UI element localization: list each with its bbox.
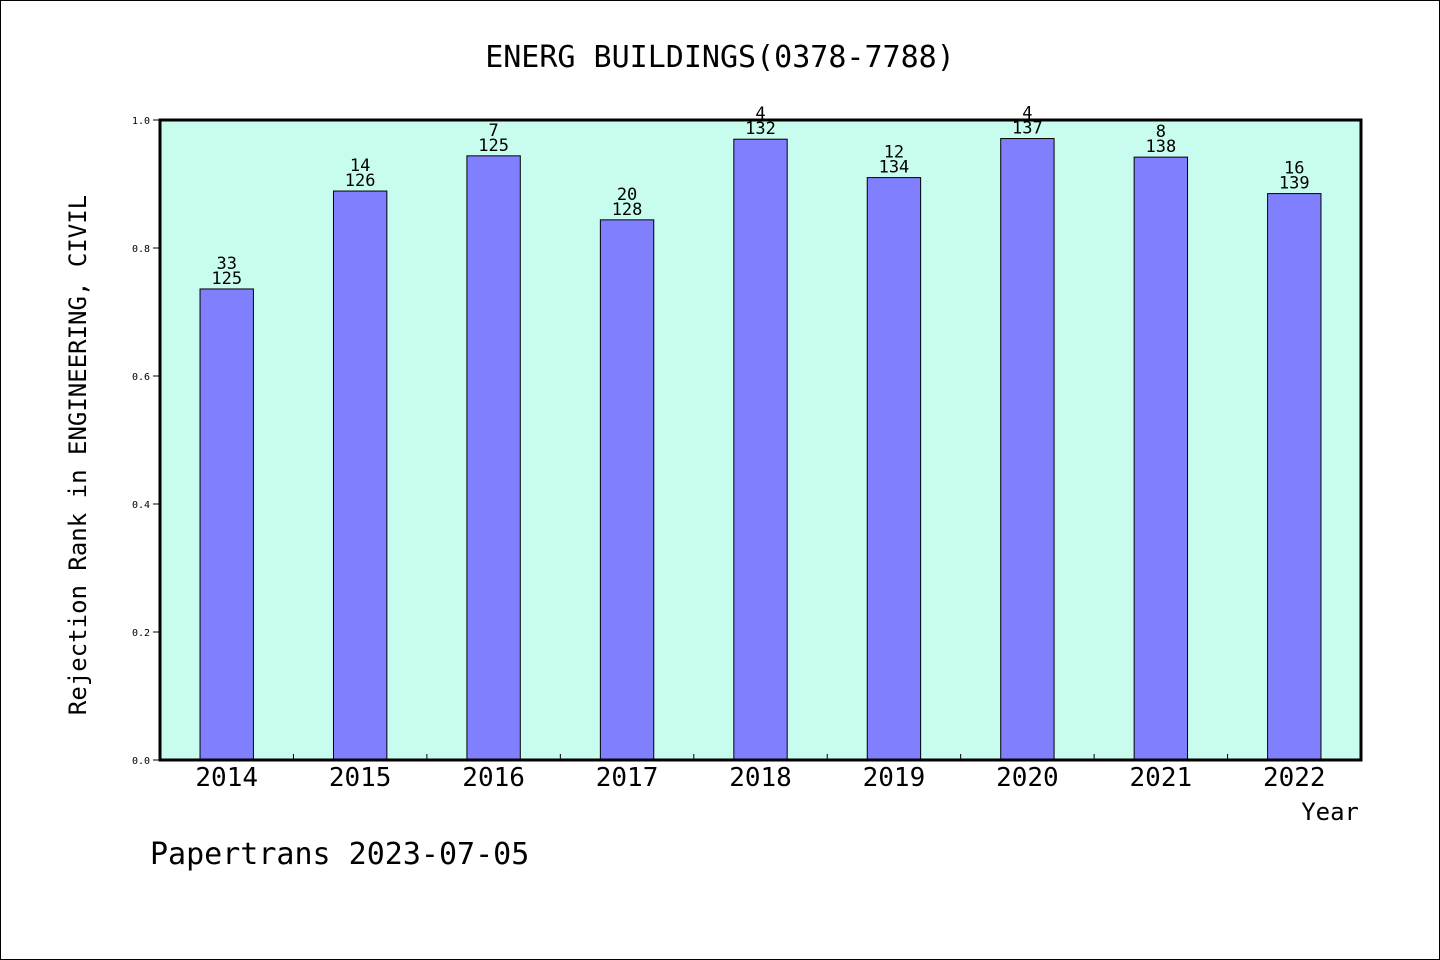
- x-tick-label: 2015: [329, 763, 392, 793]
- x-tick-label: 2020: [996, 763, 1059, 793]
- bar-label-total: 138: [1145, 137, 1176, 157]
- y-tick-label: 0.4: [132, 500, 150, 511]
- bar-label-rank: 4: [1022, 104, 1032, 124]
- x-tick-label: 2018: [729, 763, 792, 793]
- bar-2021: [1133, 156, 1189, 761]
- x-axis-ticks: 2014 2015 2016 2017 2018 2019 2020 2021 2022: [195, 754, 1326, 793]
- footer-credit: Papertrans 2023-07-05: [150, 837, 529, 872]
- bar-2019: [866, 177, 922, 761]
- x-tick-label: 2019: [863, 763, 926, 793]
- x-tick-label: 2014: [195, 763, 258, 793]
- bar-2017: [599, 219, 655, 761]
- x-tick-label: 2021: [1130, 763, 1193, 793]
- bar-label-rank: 16: [1284, 159, 1304, 179]
- bar-label-rank: 7: [488, 121, 498, 141]
- bar-2018: [733, 138, 788, 761]
- x-tick-label: 2022: [1263, 763, 1326, 793]
- y-tick-label: 1.0: [132, 116, 150, 127]
- bar-label-total: 134: [879, 158, 910, 178]
- bar-label-total: 139: [1279, 174, 1310, 194]
- bar-label-rank: 14: [350, 156, 370, 176]
- bar-label-rank: 20: [617, 185, 637, 205]
- bars-group: [199, 138, 1322, 761]
- bar-2016: [466, 155, 521, 761]
- x-axis-label: Year: [1301, 798, 1359, 826]
- x-tick-label: 2016: [462, 763, 525, 793]
- y-tick-label: 0.2: [132, 628, 150, 639]
- plot-border: [158, 118, 1363, 762]
- bar-2022: [1267, 193, 1322, 761]
- bar-label-total: 132: [745, 119, 776, 139]
- bar-label-rank: 33: [216, 254, 236, 274]
- bar-2020: [1000, 138, 1055, 761]
- y-tick-label: 0.6: [132, 372, 150, 383]
- bar-label-total: 125: [478, 136, 509, 156]
- y-tick-label: 0.0: [132, 756, 150, 767]
- x-tick-label: 2017: [596, 763, 659, 793]
- bar-label-total: 126: [345, 171, 376, 191]
- y-axis-label: Rejection Rank in ENGINEERING, CIVIL: [64, 195, 92, 715]
- y-tick-label: 0.8: [132, 244, 150, 255]
- bar-label-total: 125: [211, 269, 242, 289]
- bar-label-rank: 4: [755, 104, 765, 124]
- bar-label-rank: 8: [1156, 122, 1166, 142]
- bar-2014: [199, 288, 254, 761]
- bar-label-total: 128: [612, 200, 643, 220]
- y-axis-ticks: 0.0 0.2 0.4 0.6 0.8 1.0: [132, 116, 160, 767]
- bar-label-total: 137: [1012, 119, 1043, 139]
- bar-2015: [332, 190, 388, 761]
- bar-label-rank: 12: [884, 143, 904, 163]
- chart-title: ENERG BUILDINGS(0378-7788): [485, 40, 955, 75]
